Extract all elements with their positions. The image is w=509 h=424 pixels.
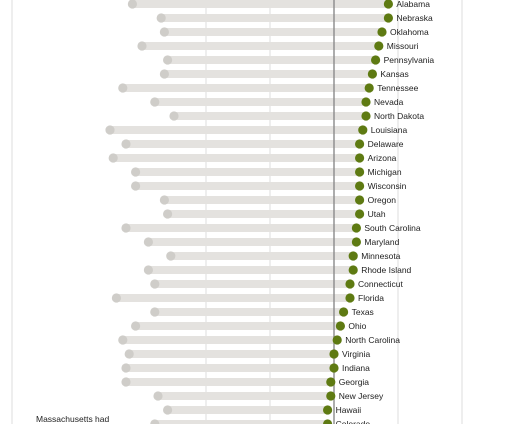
end-dot-alabama [383,0,393,9]
state-label-north-dakota: North Dakota [374,111,424,121]
start-dot-georgia [121,377,131,387]
state-labels: Alabama Nebraska Oklahoma Missouri Pennsylva… [336,0,435,424]
state-label-maryland: Maryland [364,237,399,247]
annotation-text: Massachusetts had [36,414,110,424]
end-dot-wisconsin [355,181,365,191]
start-dot-michigan [131,167,141,177]
state-label-louisiana: Louisiana [371,125,408,135]
end-dot-colorado [323,419,333,424]
start-dots [105,0,179,424]
state-label-florida: Florida [358,293,384,303]
end-dot-minnesota [348,251,358,261]
state-label-minnesota: Minnesota [361,251,400,261]
state-label-indiana: Indiana [342,363,370,373]
start-dot-ohio [131,321,141,331]
end-dot-virginia [329,349,339,359]
state-label-new-jersey: New Jersey [339,391,384,401]
state-label-georgia: Georgia [339,377,370,387]
start-dot-wisconsin [131,181,141,191]
state-label-south-carolina: South Carolina [364,223,421,233]
state-label-oregon: Oregon [368,195,397,205]
start-dot-hawaii [163,405,173,415]
start-dot-new-jersey [153,391,163,401]
start-dot-maryland [143,237,153,247]
start-dot-virginia [124,349,134,359]
start-dot-north-carolina [118,335,128,345]
end-dot-ohio [335,321,345,331]
end-dot-texas [339,307,349,317]
end-dot-utah [355,209,365,219]
start-dot-minnesota [166,251,176,261]
end-dot-new-jersey [326,391,336,401]
end-dot-kansas [367,69,377,79]
end-dot-hawaii [323,405,333,415]
state-label-utah: Utah [368,209,386,219]
state-label-connecticut: Connecticut [358,279,404,289]
start-dot-florida [111,293,121,303]
start-dot-oregon [159,195,169,205]
start-dot-missouri [137,41,147,51]
end-dot-oregon [355,195,365,205]
state-label-alabama: Alabama [396,0,430,9]
end-dot-florida [345,293,355,303]
start-dot-nebraska [156,13,166,23]
start-dot-louisiana [105,125,115,135]
start-dot-colorado [150,419,160,424]
start-dot-rhode-island [143,265,153,275]
start-dot-south-carolina [121,223,131,233]
start-dot-delaware [121,139,131,149]
end-dot-arizona [355,153,365,163]
start-dot-nevada [150,97,160,107]
state-label-pennsylvania: Pennsylvania [384,55,435,65]
end-dot-missouri [374,41,384,51]
state-label-kansas: Kansas [380,69,408,79]
state-label-texas: Texas [352,307,374,317]
end-dot-nebraska [383,13,393,23]
start-dot-kansas [159,69,169,79]
state-label-missouri: Missouri [387,41,419,51]
state-label-michigan: Michigan [368,167,402,177]
state-label-arizona: Arizona [368,153,397,163]
end-dot-north-dakota [361,111,371,121]
end-dot-tennessee [364,83,374,93]
end-dot-indiana [329,363,339,373]
end-dot-delaware [355,139,365,149]
end-dot-georgia [326,377,336,387]
state-label-virginia: Virginia [342,349,370,359]
start-dot-tennessee [118,83,128,93]
state-label-delaware: Delaware [368,139,404,149]
state-label-colorado: Colorado [336,419,371,424]
state-label-wisconsin: Wisconsin [368,181,407,191]
end-dot-south-carolina [351,223,361,233]
start-dot-oklahoma [159,27,169,37]
end-dot-oklahoma [377,27,387,37]
state-label-tennessee: Tennessee [377,83,418,93]
end-dot-north-carolina [332,335,342,345]
start-dot-alabama [127,0,137,9]
state-label-rhode-island: Rhode Island [361,265,411,275]
state-label-ohio: Ohio [348,321,366,331]
start-dot-indiana [121,363,131,373]
start-dot-north-dakota [169,111,179,121]
range-bars [110,0,389,424]
end-dot-pennsylvania [371,55,381,65]
start-dot-texas [150,307,160,317]
end-dot-rhode-island [348,265,358,275]
state-label-nevada: Nevada [374,97,404,107]
start-dot-connecticut [150,279,160,289]
start-dot-utah [163,209,173,219]
state-label-nebraska: Nebraska [396,13,433,23]
end-dot-connecticut [345,279,355,289]
state-label-north-carolina: North Carolina [345,335,400,345]
start-dot-arizona [108,153,118,163]
state-label-oklahoma: Oklahoma [390,27,429,37]
end-dot-maryland [351,237,361,247]
state-label-hawaii: Hawaii [336,405,362,415]
end-dot-louisiana [358,125,368,135]
start-dot-pennsylvania [163,55,173,65]
end-dot-michigan [355,167,365,177]
end-dot-nevada [361,97,371,107]
end-dots [323,0,393,424]
